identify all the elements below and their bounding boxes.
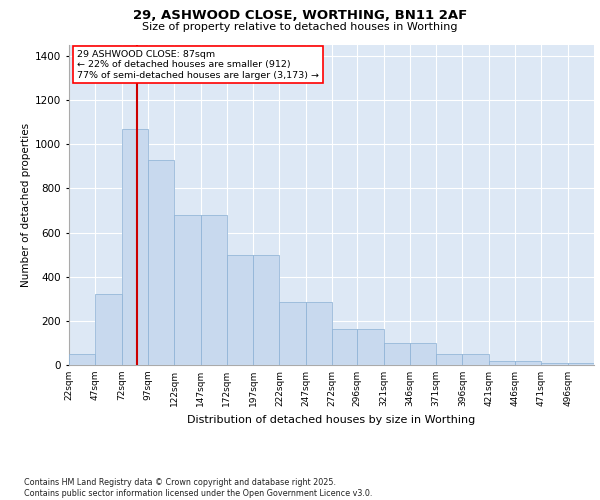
Text: 29 ASHWOOD CLOSE: 87sqm
← 22% of detached houses are smaller (912)
77% of semi-d: 29 ASHWOOD CLOSE: 87sqm ← 22% of detache… bbox=[77, 50, 319, 80]
Bar bbox=[515, 361, 541, 365]
Text: Size of property relative to detached houses in Worthing: Size of property relative to detached ho… bbox=[142, 22, 458, 32]
Bar bbox=[174, 215, 200, 365]
Bar bbox=[410, 343, 436, 365]
Bar bbox=[122, 129, 148, 365]
Y-axis label: Number of detached properties: Number of detached properties bbox=[21, 123, 31, 287]
Bar bbox=[436, 354, 463, 365]
Text: 29, ASHWOOD CLOSE, WORTHING, BN11 2AF: 29, ASHWOOD CLOSE, WORTHING, BN11 2AF bbox=[133, 9, 467, 22]
Bar bbox=[568, 364, 594, 365]
Text: Contains HM Land Registry data © Crown copyright and database right 2025.
Contai: Contains HM Land Registry data © Crown c… bbox=[24, 478, 373, 498]
Bar bbox=[463, 354, 489, 365]
Bar bbox=[357, 328, 383, 365]
Bar bbox=[227, 254, 253, 365]
Bar bbox=[383, 343, 410, 365]
Bar bbox=[306, 302, 332, 365]
X-axis label: Distribution of detached houses by size in Worthing: Distribution of detached houses by size … bbox=[187, 414, 476, 424]
Bar bbox=[541, 364, 568, 365]
Bar bbox=[489, 361, 515, 365]
Bar bbox=[148, 160, 174, 365]
Bar bbox=[253, 254, 280, 365]
Bar bbox=[332, 328, 357, 365]
Bar bbox=[95, 294, 122, 365]
Bar bbox=[69, 354, 95, 365]
Bar bbox=[280, 302, 306, 365]
Bar bbox=[200, 215, 227, 365]
